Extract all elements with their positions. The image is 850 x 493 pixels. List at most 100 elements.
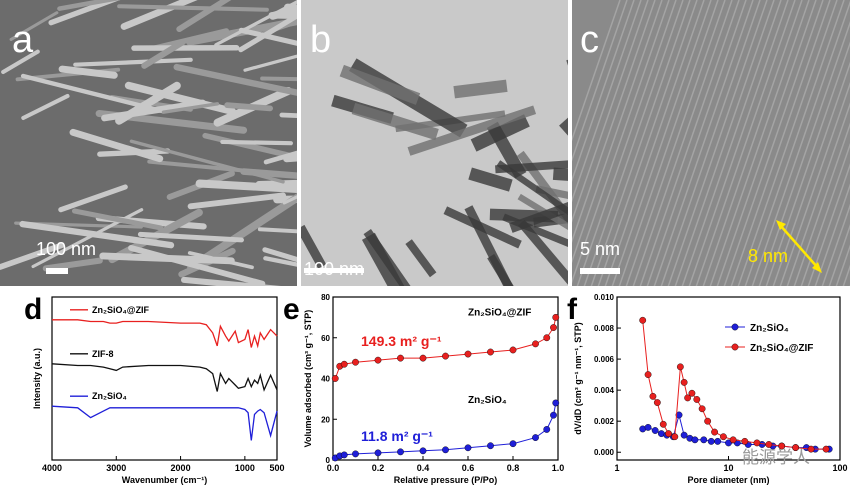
lattice (653, 0, 754, 286)
scale-bar-label: 5 nm (580, 239, 620, 259)
x-axis-label: Relative pressure (P/Po) (394, 475, 498, 485)
data-point (704, 417, 712, 425)
rod (187, 192, 286, 210)
data-point (397, 448, 404, 456)
series-label: Zn₂SiO₄@ZIF (468, 308, 531, 319)
rod (9, 11, 59, 41)
rod (20, 73, 166, 114)
data-point (543, 334, 551, 342)
y-tick-label: 0.000 (594, 448, 615, 457)
data-point (397, 354, 404, 362)
lattice (618, 0, 719, 286)
panel-label: b (310, 19, 331, 61)
lattice (709, 0, 810, 286)
data-point (688, 389, 696, 397)
rod (181, 276, 282, 286)
annotation: 149.3 m² g⁻¹ (361, 333, 442, 349)
data-point (659, 420, 667, 428)
lattice (572, 0, 663, 264)
annotation: 8 nm (748, 246, 788, 266)
arrow-head (776, 220, 786, 230)
rod (69, 128, 164, 163)
rod (268, 5, 297, 20)
data-point (419, 354, 427, 362)
panel-label: f (567, 293, 578, 326)
lattice (625, 0, 726, 286)
data-point (532, 340, 539, 348)
lattice (572, 0, 642, 203)
rod (124, 81, 236, 115)
rod (255, 179, 297, 188)
data-point (671, 433, 679, 441)
data-point (676, 363, 684, 371)
rod (268, 12, 297, 19)
legend-label: Zn₂SiO₄ (750, 323, 789, 334)
panel-label: c (580, 19, 599, 61)
data-point (653, 399, 661, 406)
lattice (681, 0, 782, 286)
rod (361, 232, 405, 286)
lattice (572, 0, 670, 284)
rod (161, 102, 220, 114)
series-line (51, 363, 278, 392)
rod (120, 0, 198, 30)
lattice (667, 0, 768, 286)
lattice (646, 0, 747, 286)
rod (263, 256, 297, 267)
lattice (597, 0, 698, 286)
rod (260, 76, 297, 82)
lattice (786, 102, 850, 286)
y-tick-label: 80 (321, 293, 330, 302)
y-axis-label: dV/dD (cm³ g⁻¹ nm⁻¹, STP) (573, 322, 583, 435)
data-point (532, 434, 539, 441)
data-point (792, 444, 800, 451)
rod (282, 195, 297, 205)
lattice (572, 0, 656, 244)
rod (243, 54, 297, 72)
rod (224, 102, 273, 112)
data-point (719, 433, 727, 441)
rod (58, 65, 118, 79)
lattice (583, 0, 684, 286)
data-point (644, 371, 652, 379)
rod (21, 93, 70, 121)
rod (117, 4, 269, 12)
data-point (700, 436, 708, 444)
legend-label: Zn₂SiO₄@ZIF (750, 343, 813, 354)
scale-bar (46, 268, 68, 274)
x-tick-label: 4000 (42, 463, 62, 473)
rod (535, 185, 568, 200)
lattice (800, 142, 850, 286)
annotation: 11.8 m² g⁻¹ (361, 428, 433, 444)
rod (261, 20, 297, 36)
y-tick-label: 40 (321, 375, 330, 384)
x-tick-label: 1 (614, 463, 619, 473)
panel-label: e (283, 293, 300, 326)
data-point (680, 378, 688, 386)
x-axis-label: Wavenumber (cm⁻¹) (122, 475, 207, 485)
lattice (744, 0, 845, 286)
y-tick-label: 20 (321, 415, 330, 424)
watermark: 能源学人 (742, 448, 810, 467)
rod (339, 64, 421, 105)
y-tick-label: 0.010 (594, 293, 615, 302)
rod (71, 208, 164, 231)
y-tick-label: 0 (326, 456, 331, 465)
rod (517, 193, 568, 231)
x-tick-label: 0.2 (372, 463, 385, 473)
data-point (442, 352, 449, 360)
rod (496, 160, 568, 216)
lattice (632, 0, 733, 286)
rod (195, 179, 297, 193)
series-label: ZIF-8 (92, 349, 114, 359)
x-tick-label: 500 (269, 463, 284, 473)
texture (301, 58, 568, 286)
scale-bar-label: 100 nm (36, 239, 96, 259)
data-point (552, 313, 560, 321)
data-point (331, 375, 339, 382)
rod (220, 139, 293, 146)
rod (42, 257, 103, 272)
x-tick-label: 0.8 (507, 463, 520, 473)
